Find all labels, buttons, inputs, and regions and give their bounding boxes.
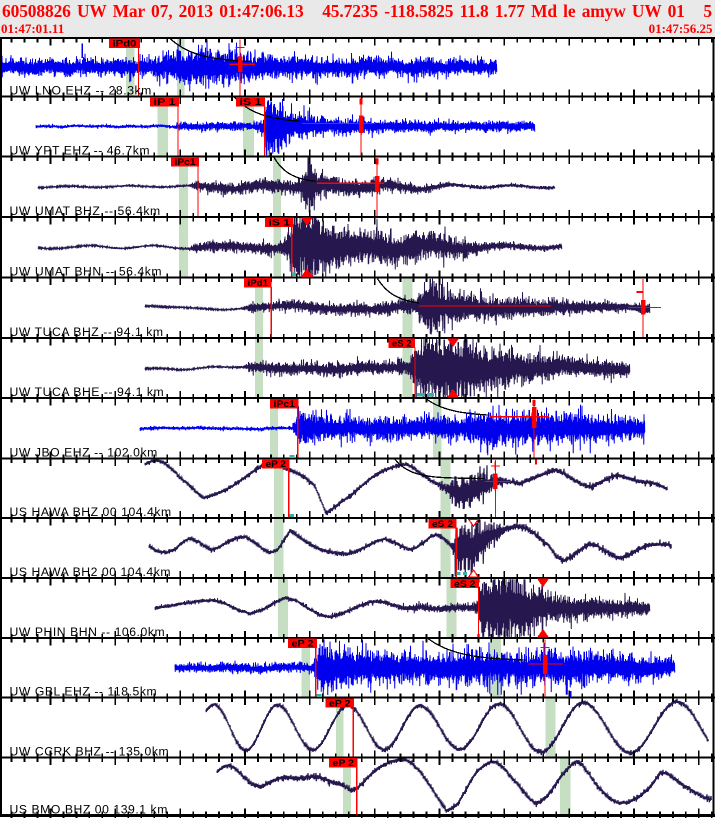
svg-text:iPc1: iPc1 <box>175 157 196 167</box>
svg-text:iPd1: iPd1 <box>248 278 269 288</box>
svg-text:UW JBO EHZ -- 102.0km: UW JBO EHZ -- 102.0km <box>10 446 158 460</box>
svg-text:UW UMAT BHN -- 56.4km: UW UMAT BHN -- 56.4km <box>10 264 163 278</box>
svg-text:UW LNO EHZ -- 28.3km: UW LNO EHZ -- 28.3km <box>10 83 152 97</box>
svg-text:UW UMAT BHZ -- 56.4km: UW UMAT BHZ -- 56.4km <box>10 204 161 218</box>
svg-text:eP 2: eP 2 <box>292 639 314 649</box>
svg-text:US HAWA BH2 00 104.4km: US HAWA BH2 00 104.4km <box>10 565 172 579</box>
svg-text:eP 2: eP 2 <box>333 758 355 768</box>
svg-text:UW CCRK BHZ -- 135.0km: UW CCRK BHZ -- 135.0km <box>10 744 170 758</box>
svg-text:eP 2: eP 2 <box>266 459 287 469</box>
svg-text:UW YPT EHZ -- 46.7km: UW YPT EHZ -- 46.7km <box>10 143 151 157</box>
svg-text:eS 2: eS 2 <box>432 519 453 529</box>
svg-text:eP 2: eP 2 <box>329 698 351 708</box>
svg-text:UW GBL EHZ -- 118.5km: UW GBL EHZ -- 118.5km <box>10 685 158 699</box>
svg-text:eS 2: eS 2 <box>392 339 412 349</box>
svg-text:UW PHIN BHN -- 106.0km: UW PHIN BHN -- 106.0km <box>10 625 166 639</box>
svg-text:iP 1: iP 1 <box>154 97 176 107</box>
svg-text:iPc1: iPc1 <box>274 399 296 409</box>
svg-text:iPd0: iPd0 <box>113 39 137 49</box>
svg-text:US HAWA BHZ 00 104.4km: US HAWA BHZ 00 104.4km <box>10 505 172 519</box>
svg-text:US BMO BHZ 00 139.1 km: US BMO BHZ 00 139.1 km <box>10 802 168 816</box>
svg-text:eS 2: eS 2 <box>454 579 476 589</box>
svg-text:UW TUCA BHE -- 94.1 km: UW TUCA BHE -- 94.1 km <box>10 385 165 399</box>
svg-text:iS 1: iS 1 <box>269 218 291 228</box>
svg-text:UW TUCA BHZ -- 94.1 km: UW TUCA BHZ -- 94.1 km <box>10 325 164 339</box>
svg-text:iS 1: iS 1 <box>240 97 262 107</box>
